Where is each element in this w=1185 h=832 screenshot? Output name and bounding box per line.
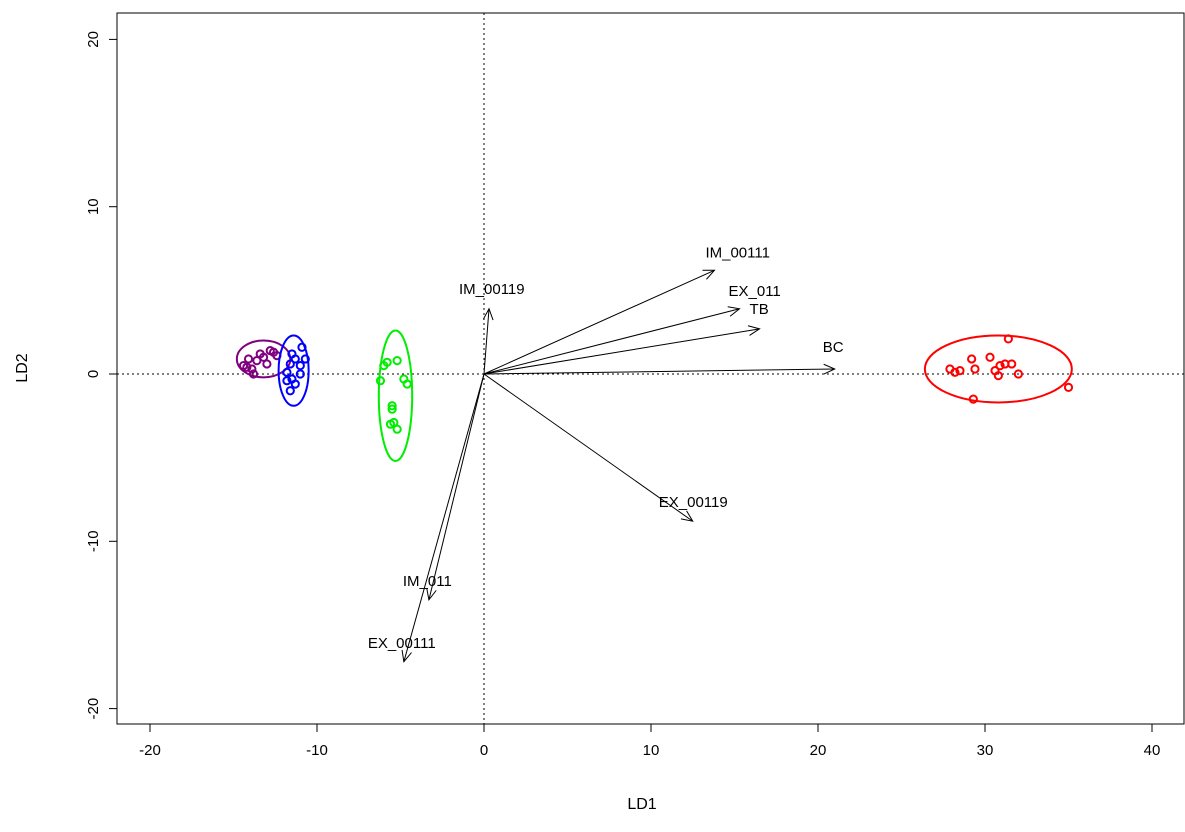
reference-lines: [117, 13, 1184, 724]
vector-label: EX_011: [729, 283, 781, 300]
plot-frame: [116, 12, 1185, 725]
vector-shaft: [483, 269, 715, 375]
y-tick-label: -10: [85, 530, 102, 552]
data-point: [955, 366, 965, 376]
vector-arrowhead: [727, 306, 741, 317]
vector-ex-00111: EX_00111: [368, 373, 485, 663]
vector-label: EX_00111: [368, 635, 436, 652]
vector-arrowhead: [426, 587, 437, 602]
vector-label: BC: [823, 339, 844, 356]
vector-shaft: [483, 328, 760, 375]
data-point: [297, 342, 307, 352]
vector-tb: TB: [483, 301, 769, 375]
data-point: [282, 376, 292, 386]
vector-im-00119: IM_00119: [459, 281, 525, 375]
x-tick-label: -10: [306, 742, 328, 759]
data-point: [1063, 382, 1074, 392]
data-point: [1007, 359, 1017, 369]
vector-shaft: [428, 373, 485, 600]
data-point: [295, 369, 305, 379]
axes: -20 -10 0 10 20 30 40 -20 -10 0 10 20: [85, 31, 1160, 759]
y-axis-title: LD2: [14, 353, 31, 382]
data-point: [950, 367, 960, 377]
data-point: [375, 376, 386, 386]
data-point: [295, 361, 305, 371]
vector-ex-00119: EX_00119: [483, 373, 728, 522]
data-point: [392, 356, 402, 366]
x-tick-label: 30: [977, 742, 994, 759]
vector-shaft: [403, 373, 485, 662]
data-point: [248, 369, 259, 379]
data-point: [285, 359, 295, 369]
group-2: [277, 334, 310, 407]
data-point: [243, 354, 254, 364]
vector-shaft: [483, 373, 694, 522]
vector-arrowhead: [401, 649, 412, 663]
data-point: [970, 364, 980, 374]
group-ellipse: [923, 334, 1073, 404]
vector-arrowhead: [482, 307, 494, 321]
data-point: [985, 352, 995, 362]
vector-shaft: [483, 368, 835, 375]
vector-bc: BC: [483, 339, 844, 375]
group-layers: [235, 329, 1074, 462]
vector-shaft: [483, 308, 740, 375]
data-point: [1003, 334, 1013, 344]
y-tick-label: -20: [85, 698, 102, 720]
data-point: [968, 394, 978, 404]
data-point: [300, 354, 310, 364]
vector-arrowhead: [823, 363, 836, 375]
vector-im-011: IM_011: [403, 373, 485, 602]
y-tick-label: 0: [85, 370, 102, 378]
vector-label: IM_011: [403, 573, 452, 590]
x-tick-label: 10: [643, 742, 660, 759]
group-1: [235, 339, 292, 379]
data-point: [387, 404, 397, 414]
data-point: [247, 364, 257, 374]
vector-label: IM_00111: [705, 244, 770, 261]
data-point: [385, 419, 396, 429]
data-point: [285, 386, 295, 396]
data-point: [1013, 369, 1024, 379]
vector-arrowhead: [702, 269, 716, 280]
data-point: [290, 379, 300, 389]
x-tick-label: 40: [1144, 742, 1161, 759]
vector-label: TB: [750, 301, 769, 318]
vector-arrowhead: [680, 510, 694, 522]
group-3: [375, 329, 414, 462]
vector-shaft: [483, 308, 490, 375]
data-point: [993, 371, 1003, 381]
vector-label: EX_00119: [659, 494, 728, 511]
data-point: [967, 354, 977, 364]
x-tick-label: -20: [139, 742, 161, 759]
data-point: [387, 401, 397, 411]
vector-ex-011: EX_011: [483, 283, 781, 375]
vector-im-00111: IM_00111: [483, 244, 770, 375]
group-ellipse: [235, 339, 292, 379]
group-ellipse: [277, 334, 310, 407]
vector-arrowhead: [747, 325, 761, 336]
data-point: [287, 349, 297, 359]
data-point: [282, 367, 292, 377]
data-point: [382, 357, 392, 367]
data-point: [242, 362, 252, 372]
x-tick-label: 20: [810, 742, 827, 759]
data-point: [402, 379, 412, 389]
y-tick-label: 20: [85, 31, 102, 48]
group-ellipse: [377, 329, 414, 462]
data-point: [995, 361, 1005, 371]
vector-label: IM_00119: [459, 281, 525, 298]
data-point: [262, 359, 272, 369]
x-axis-title: LD1: [627, 796, 656, 813]
group-4: [923, 334, 1074, 404]
x-tick-label: 0: [480, 742, 488, 759]
data-point: [392, 424, 402, 434]
y-tick-label: 10: [85, 198, 102, 215]
